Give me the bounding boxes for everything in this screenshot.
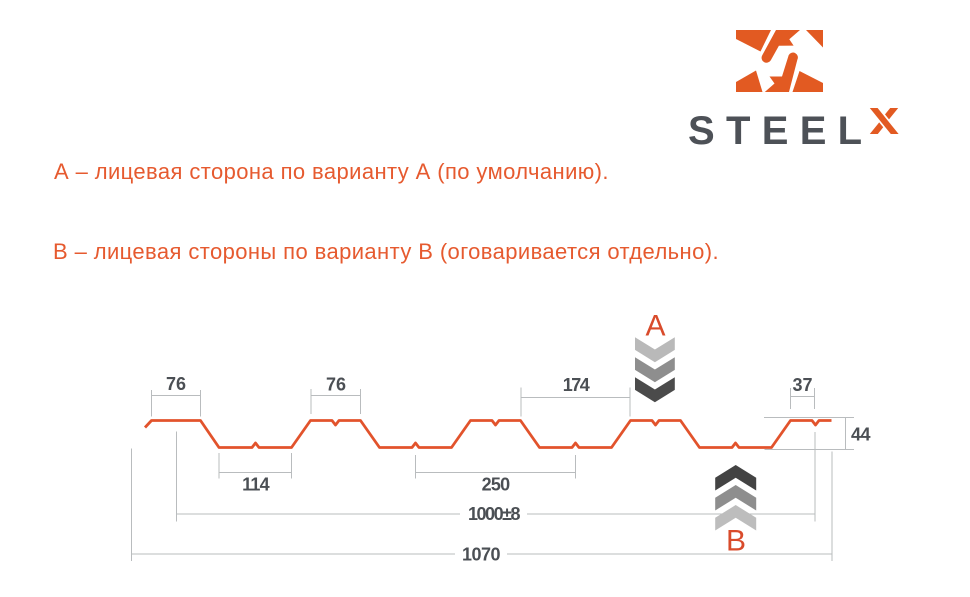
svg-text:А: А xyxy=(645,310,665,343)
svg-text:250: 250 xyxy=(482,475,510,495)
svg-text:1070: 1070 xyxy=(462,545,501,565)
svg-text:37: 37 xyxy=(792,375,812,395)
svg-text:1000±8: 1000±8 xyxy=(468,504,520,524)
svg-text:114: 114 xyxy=(242,475,269,495)
svg-text:76: 76 xyxy=(166,374,186,394)
svg-text:В: В xyxy=(726,525,746,558)
svg-text:174: 174 xyxy=(563,375,590,395)
svg-text:44: 44 xyxy=(851,425,871,445)
svg-text:76: 76 xyxy=(326,375,346,395)
